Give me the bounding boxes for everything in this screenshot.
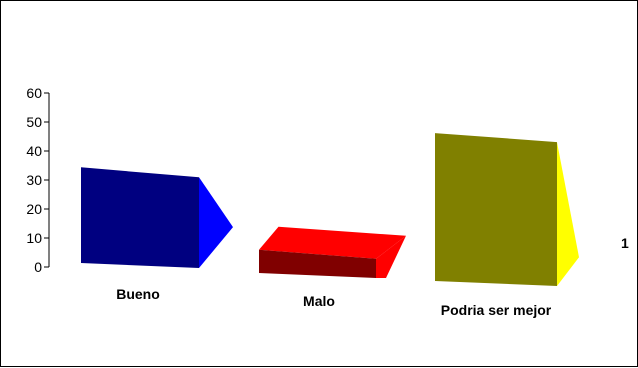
category-label: Malo bbox=[303, 293, 335, 309]
bar-side-malo bbox=[376, 235, 406, 278]
bar-side-podria-ser-mejor bbox=[557, 142, 579, 286]
bar-bueno bbox=[81, 167, 199, 268]
bars bbox=[81, 133, 579, 286]
category-label: Podria ser mejor bbox=[441, 302, 552, 318]
y-tick-label: 50 bbox=[26, 114, 42, 130]
bar-top-malo bbox=[259, 226, 406, 259]
y-tick-label: 40 bbox=[26, 143, 42, 159]
y-tick-label: 10 bbox=[26, 230, 42, 246]
legend-entry: 1 bbox=[621, 235, 629, 251]
y-axis: 0 10 20 30 40 50 60 bbox=[26, 85, 50, 275]
y-tick-label: 20 bbox=[26, 201, 42, 217]
bar-side-bueno bbox=[199, 177, 233, 268]
y-tick-label: 60 bbox=[26, 85, 42, 101]
bar-podria-ser-mejor bbox=[435, 133, 557, 286]
category-labels: Bueno Malo Podria ser mejor bbox=[116, 286, 552, 318]
bar-malo bbox=[259, 249, 376, 278]
y-tick-label: 0 bbox=[34, 259, 42, 275]
y-tick-label: 30 bbox=[26, 172, 42, 188]
category-label: Bueno bbox=[116, 286, 160, 302]
